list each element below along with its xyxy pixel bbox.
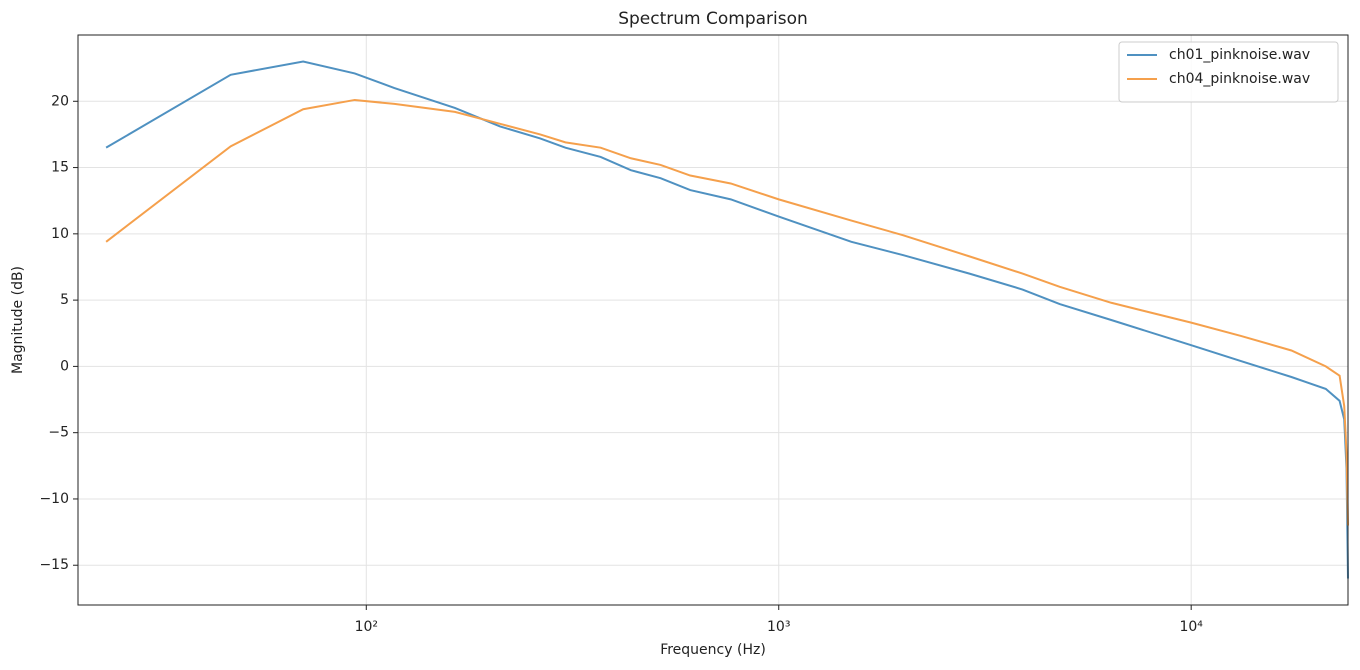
x-axis-label: Frequency (Hz) (660, 642, 766, 658)
legend: ch01_pinknoise.wav ch04_pinknoise.wav (1118, 41, 1339, 103)
chart-title: Spectrum Comparison (618, 9, 808, 29)
x-tick-label: 10⁴ (1179, 619, 1203, 635)
y-tick-label: −10 (39, 491, 69, 507)
plot-frame (77, 34, 1349, 606)
y-axis-label: Magnitude (dB) (10, 266, 26, 374)
y-tick-label: 0 (60, 358, 69, 374)
y-tick-label: 5 (60, 292, 69, 308)
y-tick-label: 20 (51, 93, 69, 109)
y-tick-label: 10 (51, 226, 69, 242)
legend-label: ch01_pinknoise.wav (1169, 47, 1310, 63)
data-line (105, 98, 1349, 526)
legend-label: ch04_pinknoise.wav (1169, 71, 1310, 87)
data-line (105, 60, 1349, 579)
y-tick-label: 15 (51, 160, 69, 176)
y-tick-label: −5 (48, 425, 69, 441)
x-tick-label: 10² (355, 619, 378, 635)
y-tick-label: −15 (39, 557, 69, 573)
x-tick-label: 10³ (767, 619, 790, 635)
legend-box (1118, 41, 1339, 103)
